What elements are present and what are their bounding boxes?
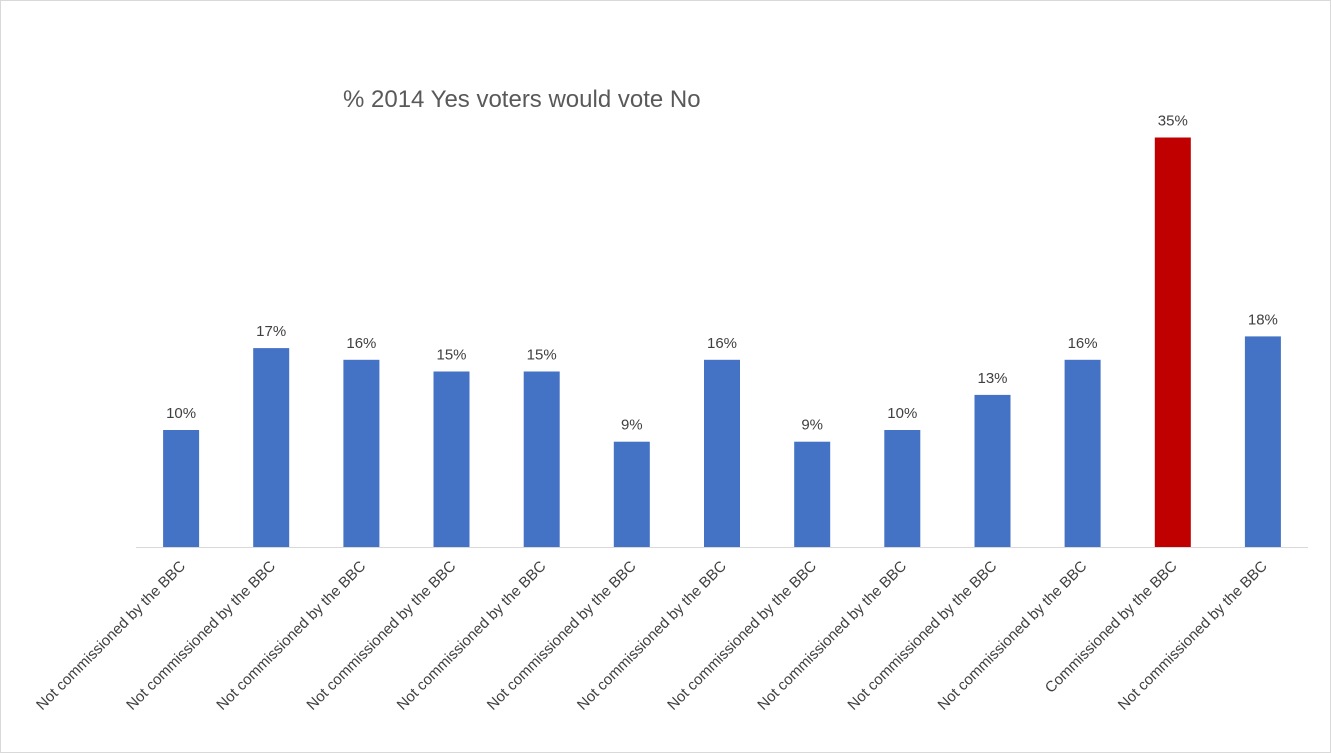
- data-label-7: 16%: [707, 335, 737, 352]
- x-tick-label-10: Not commissioned by the BBC: [844, 558, 1000, 714]
- bar-12: [1154, 137, 1191, 547]
- x-tick-label-4: Not commissioned by the BBC: [303, 558, 459, 714]
- x-tick-label-9: Not commissioned by the BBC: [754, 558, 910, 714]
- data-label-3: 16%: [346, 335, 376, 352]
- data-label-1: 10%: [166, 405, 196, 422]
- data-label-6: 9%: [621, 417, 643, 434]
- bar-4: [433, 371, 470, 547]
- bar-1: [163, 430, 200, 547]
- x-tick-label-1: Not commissioned by the BBC: [33, 558, 189, 714]
- data-label-8: 9%: [801, 417, 823, 434]
- data-label-5: 15%: [527, 347, 557, 364]
- data-label-4: 15%: [436, 347, 466, 364]
- bar-13: [1244, 336, 1281, 547]
- data-label-11: 16%: [1068, 335, 1098, 352]
- data-label-13: 18%: [1248, 311, 1278, 328]
- bar-10: [974, 394, 1011, 547]
- bar-11: [1064, 359, 1101, 547]
- x-tick-label-2: Not commissioned by the BBC: [123, 558, 279, 714]
- x-tick-label-13: Not commissioned by the BBC: [1115, 558, 1271, 714]
- bar-3: [343, 359, 380, 547]
- x-tick-label-5: Not commissioned by the BBC: [394, 558, 550, 714]
- x-tick-label-11: Not commissioned by the BBC: [935, 558, 1091, 714]
- data-label-2: 17%: [256, 323, 286, 340]
- data-label-10: 13%: [977, 370, 1007, 387]
- bar-5: [523, 371, 560, 547]
- x-tick-label-3: Not commissioned by the BBC: [213, 558, 369, 714]
- x-tick-label-7: Not commissioned by the BBC: [574, 558, 730, 714]
- x-tick-label-8: Not commissioned by the BBC: [664, 558, 820, 714]
- bar-8: [794, 441, 831, 547]
- bar-7: [704, 359, 740, 547]
- data-label-12: 35%: [1158, 113, 1188, 130]
- x-tick-label-6: Not commissioned by the BBC: [484, 558, 640, 714]
- bar-6: [613, 441, 650, 547]
- chart-title: % 2014 Yes voters would vote No: [343, 86, 701, 113]
- bar-9: [884, 430, 921, 547]
- bar-2: [253, 348, 290, 547]
- data-label-9: 10%: [887, 405, 917, 422]
